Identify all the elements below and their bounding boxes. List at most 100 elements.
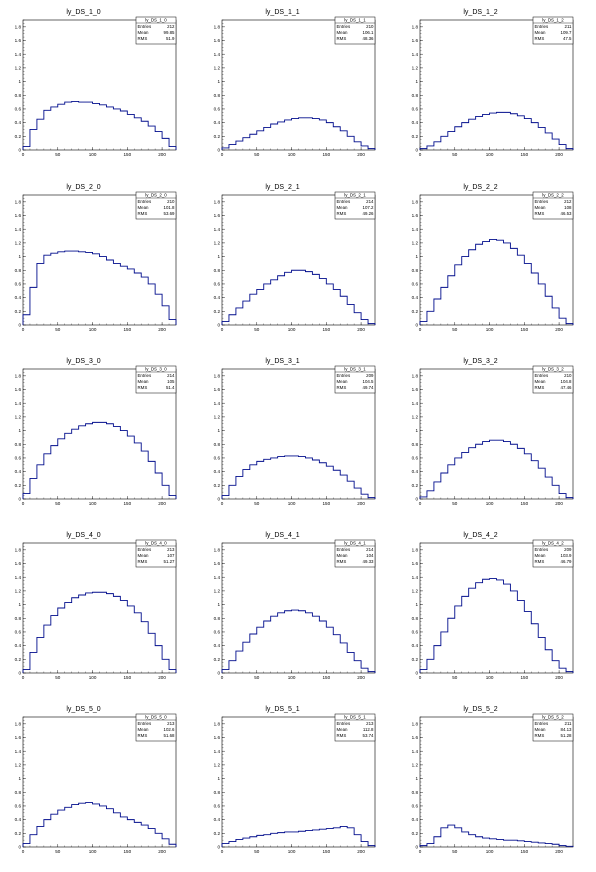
y-tick-label: 0 bbox=[415, 497, 418, 502]
stats-value: 213 bbox=[366, 721, 374, 726]
y-tick-label: 1.2 bbox=[412, 762, 419, 767]
stats-box bbox=[532, 191, 574, 220]
y-tick-label: 0.2 bbox=[15, 483, 22, 488]
panel-title: ly_DS_3_0 bbox=[66, 358, 100, 365]
y-tick-label: 0.4 bbox=[15, 469, 22, 474]
stats-box bbox=[334, 539, 376, 568]
stats-value: 48.36 bbox=[363, 36, 375, 41]
y-tick-label: 1.6 bbox=[412, 213, 419, 218]
x-tick-label: 0 bbox=[419, 327, 422, 332]
stats-label: RMS bbox=[337, 36, 347, 41]
stats-label: Mean bbox=[138, 727, 150, 732]
y-tick-label: 1.4 bbox=[412, 575, 419, 580]
stats-label: Mean bbox=[535, 205, 547, 210]
x-tick-label: 150 bbox=[520, 152, 528, 157]
stats-value: 213 bbox=[167, 721, 175, 726]
panel-title: ly_DS_5_0 bbox=[66, 706, 100, 713]
x-tick-label: 150 bbox=[520, 849, 528, 854]
histogram-series bbox=[221, 609, 376, 673]
stats-value: 51.68 bbox=[164, 733, 176, 738]
y-tick-label: 1.6 bbox=[214, 561, 221, 566]
stats-label: RMS bbox=[138, 733, 148, 738]
x-tick-label: 150 bbox=[322, 849, 330, 854]
stats-value: 51.9 bbox=[166, 36, 175, 41]
stats-name: ly_DS_1_0 bbox=[145, 18, 167, 23]
y-tick-label: 1.6 bbox=[15, 213, 22, 218]
stats-label: Entries bbox=[535, 199, 549, 204]
stats-name: ly_DS_3_2 bbox=[542, 367, 564, 372]
y-tick-label: 0.6 bbox=[412, 804, 419, 809]
y-tick-label: 1.4 bbox=[214, 575, 221, 580]
y-tick-label: 1.8 bbox=[15, 373, 22, 378]
y-tick-label: 0.2 bbox=[15, 309, 22, 314]
y-tick-label: 1.4 bbox=[412, 401, 419, 406]
y-tick-label: 1.8 bbox=[412, 721, 419, 726]
stats-label: Entries bbox=[138, 373, 152, 378]
histogram-panel: ly_DS_4_0 0 0.2 0.4 0.6 0.8 1 1.2 1.4 1.6 1.8 0 50 10… bbox=[15, 532, 177, 680]
histogram-series bbox=[22, 591, 177, 673]
y-tick-label: 1.6 bbox=[15, 38, 22, 43]
stats-value: 47.46 bbox=[561, 385, 573, 390]
x-tick-label: 200 bbox=[357, 501, 365, 506]
x-tick-label: 50 bbox=[254, 675, 260, 680]
y-tick-label: 0.4 bbox=[214, 295, 221, 300]
stats-value: 210 bbox=[167, 199, 175, 204]
x-tick-label: 100 bbox=[89, 152, 97, 157]
y-tick-label: 0.4 bbox=[15, 295, 22, 300]
y-tick-label: 0 bbox=[415, 671, 418, 676]
stats-name: ly_DS_4_0 bbox=[145, 541, 167, 546]
y-tick-label: 0.6 bbox=[15, 456, 22, 461]
stats-value: 209 bbox=[564, 547, 572, 552]
y-tick-label: 0.2 bbox=[15, 831, 22, 836]
x-tick-label: 150 bbox=[322, 327, 330, 332]
x-tick-label: 50 bbox=[254, 327, 260, 332]
stats-label: RMS bbox=[138, 36, 148, 41]
x-tick-label: 150 bbox=[322, 501, 330, 506]
y-tick-label: 0 bbox=[217, 671, 220, 676]
y-tick-label: 0.8 bbox=[412, 268, 419, 273]
y-tick-label: 0.6 bbox=[214, 804, 221, 809]
stats-value: 108 bbox=[564, 205, 572, 210]
x-tick-label: 100 bbox=[288, 675, 296, 680]
stats-label: Mean bbox=[535, 553, 547, 558]
y-tick-label: 0.8 bbox=[214, 790, 221, 795]
x-tick-label: 150 bbox=[520, 501, 528, 506]
y-tick-label: 0 bbox=[217, 845, 220, 850]
x-tick-label: 50 bbox=[55, 675, 61, 680]
x-tick-label: 100 bbox=[89, 501, 97, 506]
stats-value: 51.27 bbox=[164, 559, 176, 564]
stats-value: 105 bbox=[167, 379, 175, 384]
histogram-series bbox=[22, 802, 177, 847]
y-tick-label: 1.2 bbox=[214, 414, 221, 419]
x-tick-label: 100 bbox=[486, 501, 494, 506]
y-tick-label: 0.6 bbox=[214, 456, 221, 461]
histogram-panel: ly_DS_2_1 0 0.2 0.4 0.6 0.8 1 1.2 1.4 1.6 1.8 0 50 10… bbox=[214, 184, 376, 332]
panel-title: ly_DS_2_0 bbox=[66, 184, 100, 191]
histogram-panel: ly_DS_5_0 0 0.2 0.4 0.6 0.8 1 1.2 1.4 1.6 1.8 0 50 10… bbox=[15, 706, 177, 854]
stats-label: RMS bbox=[535, 36, 545, 41]
y-tick-label: 1.4 bbox=[214, 749, 221, 754]
x-tick-label: 200 bbox=[555, 501, 563, 506]
x-tick-label: 0 bbox=[22, 152, 25, 157]
x-tick-label: 100 bbox=[89, 327, 97, 332]
y-tick-label: 1 bbox=[415, 776, 418, 781]
y-tick-label: 0.8 bbox=[214, 93, 221, 98]
x-tick-label: 100 bbox=[486, 675, 494, 680]
y-tick-label: 1.2 bbox=[412, 240, 419, 245]
stats-box bbox=[334, 191, 376, 220]
y-tick-label: 1.2 bbox=[15, 762, 22, 767]
y-tick-label: 0.8 bbox=[15, 616, 22, 621]
panel-title: ly_DS_5_2 bbox=[463, 706, 497, 713]
y-tick-label: 1.8 bbox=[412, 199, 419, 204]
y-tick-label: 0.6 bbox=[412, 456, 419, 461]
panel-title: ly_DS_2_2 bbox=[463, 184, 497, 191]
x-tick-label: 0 bbox=[419, 849, 422, 854]
stats-label: Entries bbox=[138, 721, 152, 726]
x-tick-label: 50 bbox=[452, 152, 458, 157]
y-tick-label: 1 bbox=[18, 428, 21, 433]
stats-box bbox=[532, 539, 574, 568]
y-tick-label: 0.4 bbox=[214, 643, 221, 648]
y-tick-label: 1.8 bbox=[214, 373, 221, 378]
y-tick-label: 0.8 bbox=[15, 790, 22, 795]
x-tick-label: 200 bbox=[158, 152, 166, 157]
